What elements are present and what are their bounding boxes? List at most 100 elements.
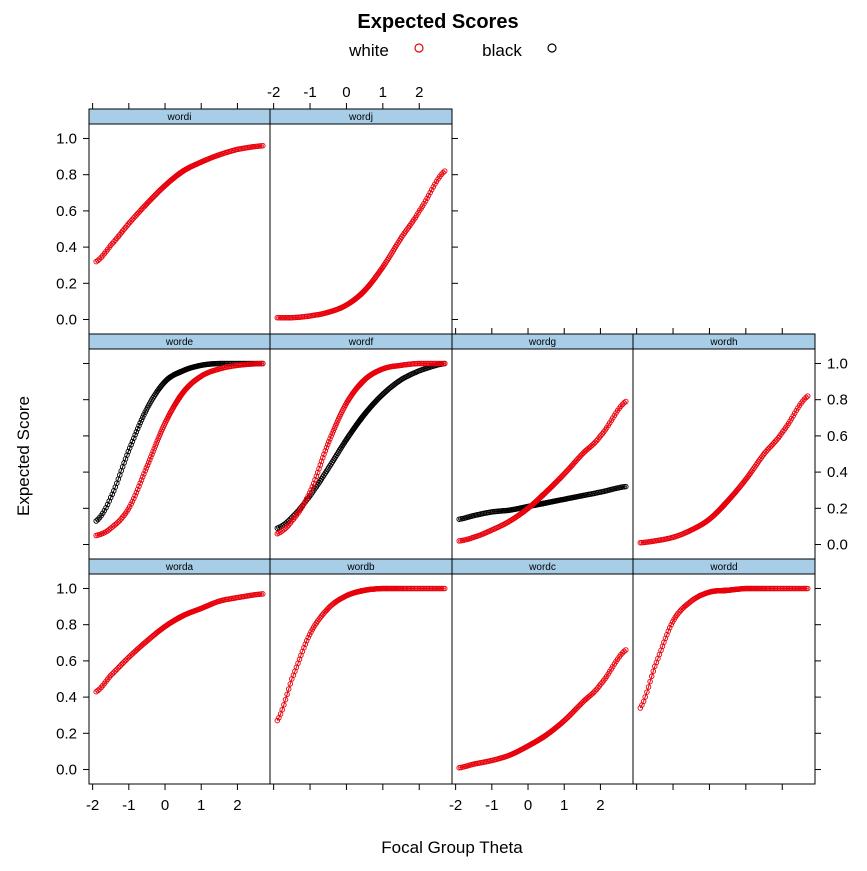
- data-point-white-wordd: [666, 625, 673, 631]
- series-white-worda: [93, 591, 266, 695]
- data-point-white-wordb: [438, 585, 445, 592]
- data-point-white-wordd: [650, 668, 657, 674]
- data-point-black-worde: [125, 448, 132, 455]
- data-point-white-wordj: [432, 181, 438, 187]
- data-point-white-wordf: [310, 480, 317, 487]
- data-point-white-worde: [142, 468, 148, 474]
- y-axis-row-2-right: [815, 587, 821, 771]
- data-point-black-worde: [136, 422, 142, 429]
- series-white-wordh: [637, 393, 811, 546]
- data-point-black-worde: [109, 491, 116, 498]
- data-point-white-wordb: [303, 638, 310, 644]
- data-point-white-wordb: [302, 641, 309, 647]
- data-point-white-wordf: [321, 451, 327, 457]
- data-point-white-wordd: [665, 628, 672, 634]
- data-point-white-wordf: [303, 495, 310, 502]
- data-point-white-wordi: [95, 257, 101, 264]
- data-point-white-wordb: [274, 717, 281, 724]
- data-point-black-worde: [93, 518, 99, 524]
- y-tick-label: 0.0: [56, 762, 77, 779]
- x-axis-col-2-bottom: -2 -1 0 1 2: [449, 784, 605, 814]
- panel-strip-label-wordf: wordf: [348, 337, 374, 348]
- series-black-wordg: [456, 483, 629, 522]
- data-point-white-worde: [258, 360, 264, 367]
- x-axis-col-2-top: [455, 328, 601, 334]
- data-point-white-wordj: [440, 169, 446, 176]
- data-point-black-worde: [129, 438, 136, 445]
- data-point-white-worda: [107, 672, 114, 679]
- y-tick-label: 0.2: [827, 500, 848, 517]
- series-line-white-wordc: [459, 649, 627, 769]
- data-point-white-wordf: [327, 436, 333, 442]
- data-point-white-wordf: [440, 360, 446, 367]
- y-axis-row-2-left: 0.0 0.2 0.4 0.6 0.8 1.0: [56, 580, 89, 779]
- data-point-white-wordj: [428, 186, 435, 193]
- data-point-white-wordj: [441, 168, 448, 174]
- series-line-white-wordi: [95, 145, 263, 263]
- data-point-black-worde: [104, 501, 111, 508]
- data-point-black-worde: [134, 425, 141, 432]
- data-point-white-wordc: [592, 688, 598, 694]
- y-tick-label: 0.4: [56, 689, 77, 706]
- data-point-white-wordg: [619, 401, 626, 408]
- data-point-black-worde: [137, 420, 143, 426]
- data-point-white-worde: [131, 495, 137, 502]
- data-point-white-worda: [115, 665, 122, 671]
- y-tick-label: 0.6: [56, 653, 77, 670]
- data-point-white-wordf: [323, 444, 330, 451]
- data-point-white-wordh: [790, 413, 796, 419]
- panel-strip-label-worde: worde: [165, 337, 194, 348]
- y-tick-label: 0.6: [827, 428, 848, 445]
- x-tick-label: -2: [267, 84, 280, 101]
- panel-wordd: wordd: [632, 558, 816, 785]
- data-point-white-worde: [152, 443, 159, 449]
- x-axis-col-1-bottom: [273, 784, 420, 790]
- x-tick-label: -1: [485, 797, 498, 814]
- y-tick-label: 0.2: [56, 275, 77, 292]
- legend-label-black: black: [482, 41, 522, 60]
- data-point-white-worda: [112, 668, 119, 674]
- data-point-white-worde: [134, 486, 141, 493]
- y-tick-label: 0.8: [56, 167, 77, 184]
- series-white-wordg: [456, 398, 629, 544]
- data-point-white-worda: [121, 659, 127, 665]
- data-point-white-wordd: [645, 684, 652, 690]
- panel-wordg: wordg: [451, 333, 634, 560]
- data-point-white-wordf: [308, 487, 314, 493]
- data-point-white-wordh: [804, 393, 811, 399]
- data-point-white-wordg: [623, 398, 629, 405]
- data-point-white-worde: [148, 454, 154, 460]
- data-point-white-wordb: [285, 686, 292, 692]
- data-point-white-worde: [126, 503, 133, 510]
- data-point-white-wordb: [281, 702, 287, 708]
- data-point-white-wordi: [107, 242, 114, 249]
- data-point-white-wordh: [803, 394, 809, 401]
- data-point-white-wordf: [330, 428, 337, 434]
- data-point-white-wordj: [422, 198, 429, 204]
- panel-wordh: wordh: [632, 333, 816, 560]
- y-tick-label: 1.0: [56, 580, 77, 597]
- data-point-black-worde: [128, 442, 134, 448]
- data-point-white-wordi: [129, 216, 136, 223]
- data-point-black-worde: [138, 417, 145, 423]
- legend: white black: [348, 41, 557, 60]
- series-line-white-worde: [96, 363, 263, 536]
- panel-box-wordh: [632, 348, 816, 560]
- x-tick-label: -2: [449, 797, 462, 814]
- data-point-white-wordg: [590, 441, 597, 447]
- panel-strip-label-wordg: wordg: [528, 337, 556, 348]
- y-tick-label: 0.8: [56, 617, 77, 634]
- y-tick-label: 0.0: [56, 312, 77, 329]
- panels: worda wordb wordc wordd worde wordf wordg wordh…: [56, 84, 848, 814]
- y-tick-label: 0.4: [827, 464, 848, 481]
- data-point-white-worde: [145, 459, 152, 466]
- data-point-white-wordi: [109, 240, 116, 247]
- x-axis-label: Focal Group Theta: [381, 838, 523, 857]
- data-point-black-worde: [107, 494, 114, 501]
- data-point-white-wordi: [126, 219, 133, 226]
- data-point-white-worde: [149, 451, 155, 457]
- data-point-white-wordf: [302, 498, 309, 505]
- data-point-white-wordb: [306, 631, 313, 638]
- x-tick-label: -1: [122, 797, 135, 814]
